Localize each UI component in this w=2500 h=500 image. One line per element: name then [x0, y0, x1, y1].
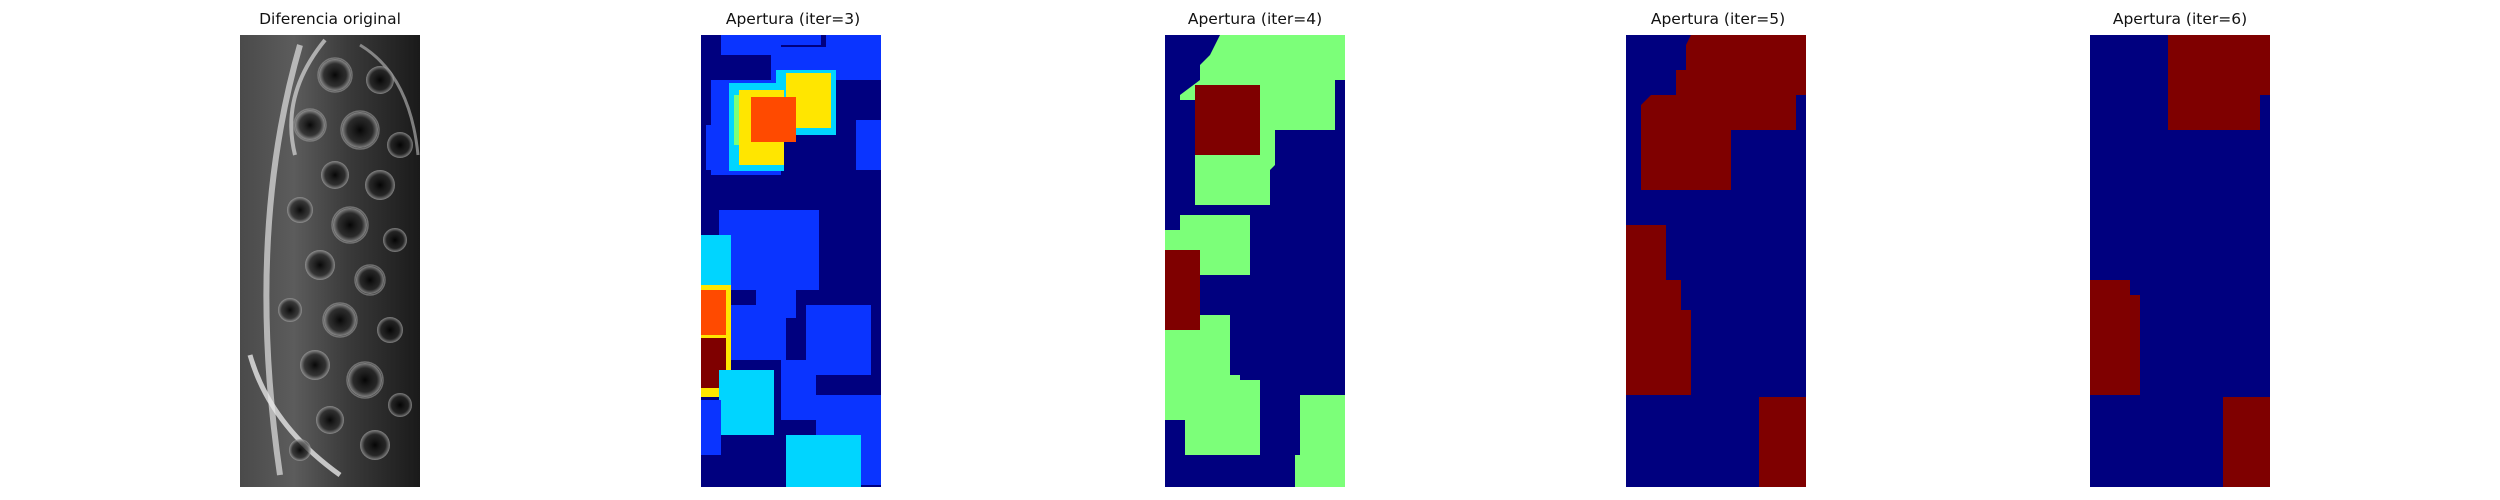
- opening-iter-3-image: [701, 35, 881, 487]
- label-map-svg: [1165, 35, 1345, 487]
- label-map-svg: [1626, 35, 1806, 487]
- panel-title: Apertura (iter=6): [2112, 10, 2248, 28]
- opening-iter-6-image: [2090, 35, 2270, 487]
- label-map-svg: [701, 35, 881, 487]
- panel-iter-6: Apertura (iter=6): [1980, 0, 2380, 500]
- panel-original: Diferencia original: [130, 0, 530, 500]
- panel-iter-5: Apertura (iter=5): [1518, 0, 1918, 500]
- panel-title: Apertura (iter=3): [725, 10, 861, 28]
- panel-iter-4: Apertura (iter=4): [1055, 0, 1455, 500]
- opening-iter-4-image: [1165, 35, 1345, 487]
- panel-title: Diferencia original: [259, 10, 401, 28]
- panel-title: Apertura (iter=4): [1187, 10, 1323, 28]
- opening-iter-5-image: [1626, 35, 1806, 487]
- panel-iter-3: Apertura (iter=3): [593, 0, 993, 500]
- grayscale-image-svg: [240, 35, 420, 487]
- label-map-svg: [2090, 35, 2270, 487]
- panel-title: Apertura (iter=5): [1650, 10, 1786, 28]
- grayscale-difference-image: [240, 35, 420, 487]
